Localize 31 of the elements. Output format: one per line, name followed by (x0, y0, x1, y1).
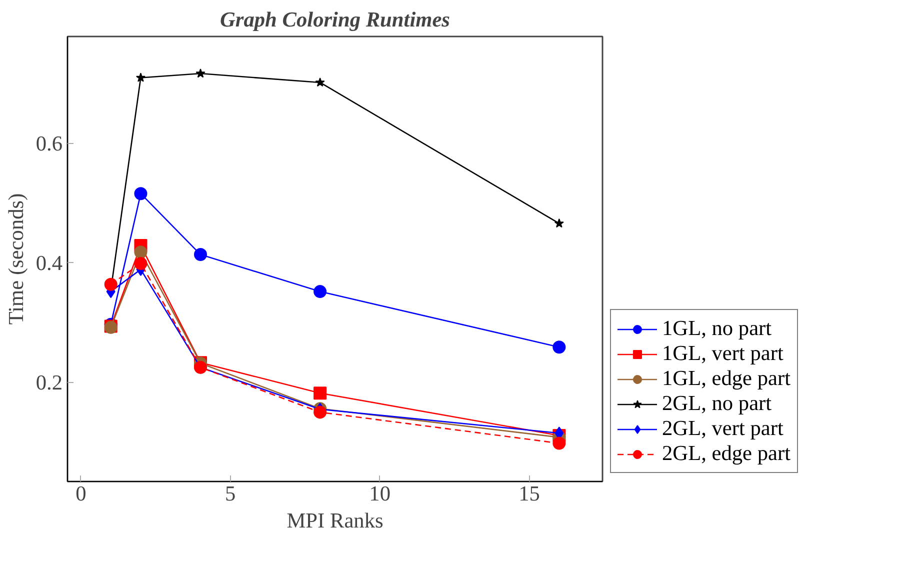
x-tick-label: 0 (76, 482, 86, 506)
point (314, 386, 327, 400)
x-tick-label: 15 (518, 482, 540, 506)
legend-label: 1GL, edge part (662, 366, 791, 391)
legend-label: 1GL, vert part (662, 341, 784, 366)
y-tick-label: 0.4 (36, 250, 63, 275)
y-axis-title: Time (seconds) (4, 193, 28, 325)
point (552, 436, 566, 450)
point (194, 248, 208, 262)
point (104, 278, 118, 291)
point (554, 218, 564, 228)
legend-label: 2GL, edge part (662, 441, 791, 466)
point (134, 246, 148, 259)
x-axis-title: MPI Ranks (286, 508, 384, 532)
legend-label: 1GL, no part (662, 316, 772, 341)
point (134, 256, 148, 270)
point (196, 68, 206, 78)
point (314, 406, 327, 419)
point (194, 360, 208, 374)
x-tick-label: 10 (369, 482, 390, 506)
chart-title: Graph Coloring Runtimes (220, 8, 450, 32)
point (552, 340, 566, 354)
point (315, 77, 325, 87)
legend-label: 2GL, no part (662, 391, 772, 416)
point (134, 187, 148, 200)
point (314, 285, 327, 298)
legend-label: 2GL, vert part (662, 416, 784, 441)
x-tick-label: 5 (225, 482, 236, 506)
y-tick-label: 0.2 (36, 370, 63, 394)
y-tick-label: 0.6 (36, 131, 63, 156)
point (136, 72, 146, 82)
